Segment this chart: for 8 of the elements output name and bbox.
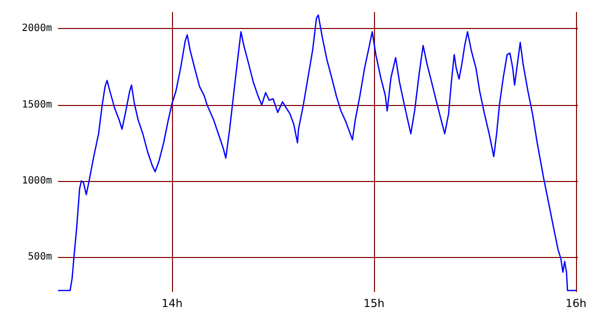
y-tick-label: 2000m [22, 23, 52, 34]
y-tick-label: 1500m [22, 99, 52, 110]
x-tick-label: 16h [565, 297, 586, 310]
x-tick-label: 14h [162, 297, 183, 310]
y-tick-label: 1000m [22, 175, 52, 186]
line-series [57, 14, 577, 292]
y-tick-label: 500m [28, 252, 52, 262]
x-tick-label: 15h [364, 297, 385, 310]
